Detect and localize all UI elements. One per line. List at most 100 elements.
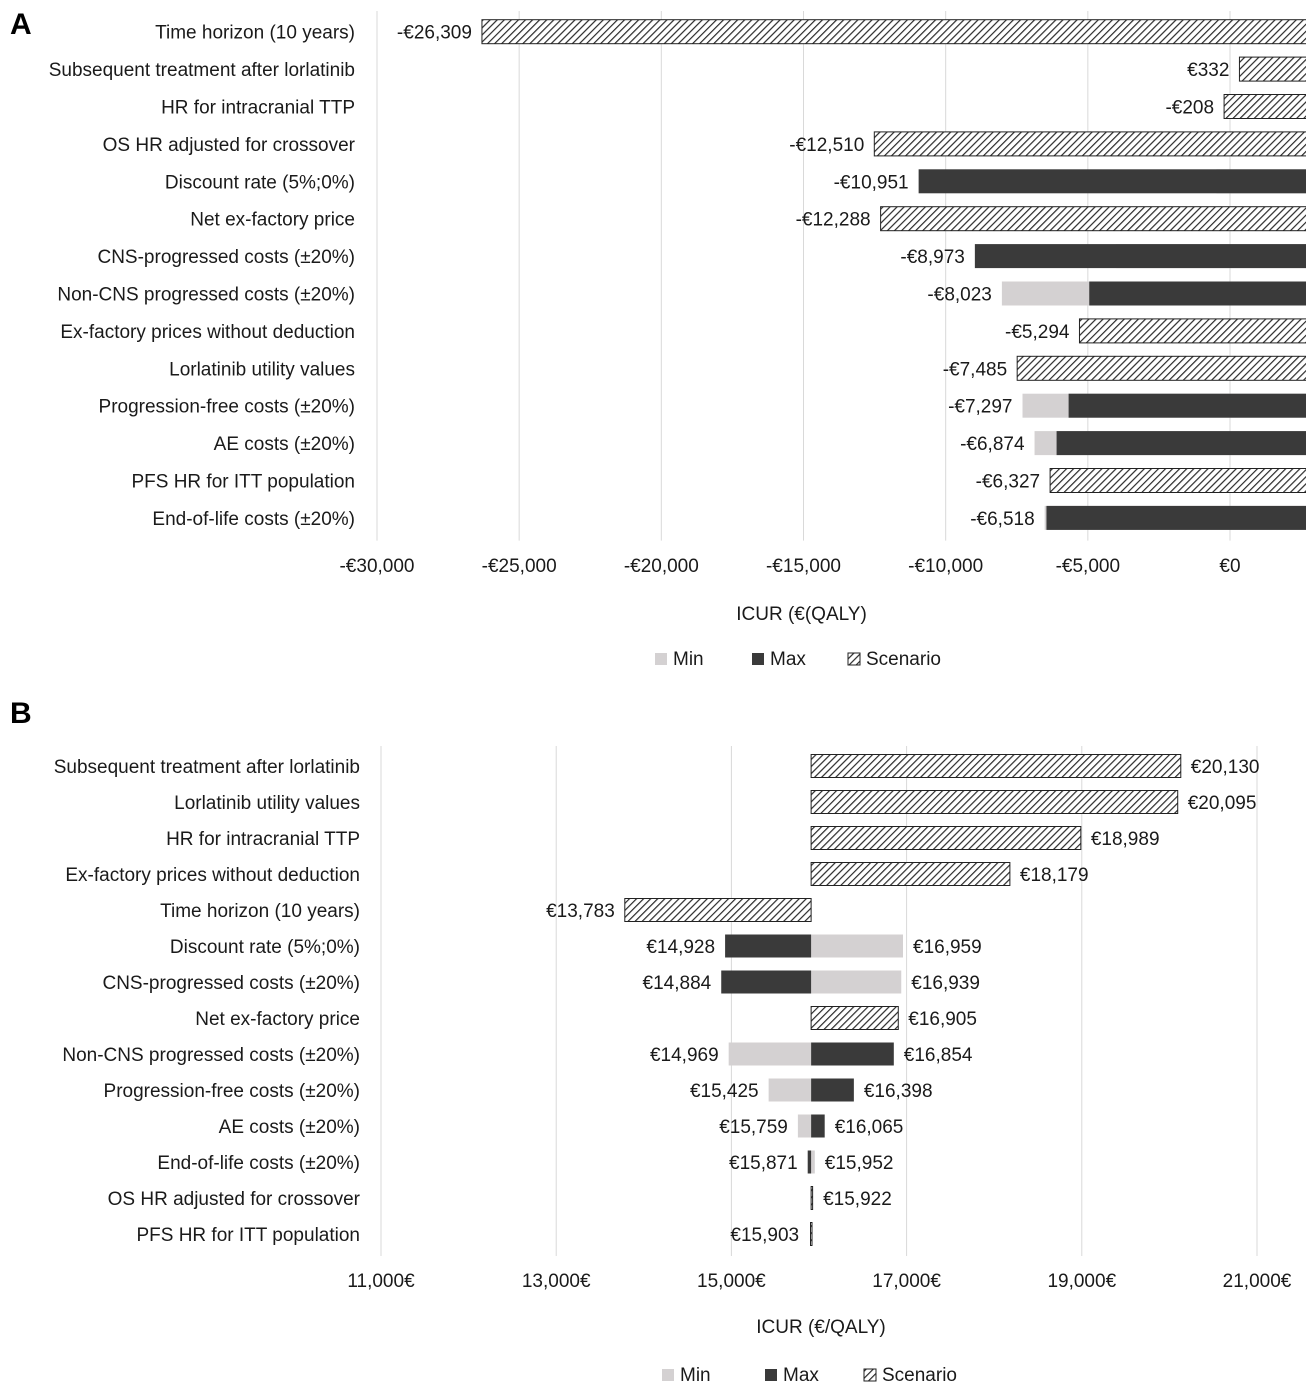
- row-label: HR for intracranial TTP: [161, 98, 355, 119]
- scenario-bar: [1016, 355, 1306, 381]
- row-label: Subsequent treatment after lorlatinib: [54, 757, 360, 778]
- row-label: Lorlatinib utility values: [174, 793, 360, 814]
- max-bar: [725, 934, 812, 958]
- x-tick-label: €0: [1219, 556, 1240, 577]
- max-value-label: €16,854: [904, 1045, 973, 1066]
- panel-b-letter: B: [10, 697, 32, 730]
- scenario-value-label: €18,179: [1020, 865, 1089, 886]
- max-bar: [974, 244, 1306, 269]
- row-label: OS HR adjusted for crossover: [103, 135, 356, 156]
- panel-b-chart: 11,000€ 13,000€ 15,000€ 17,000€ 19,000€ 21,00…: [54, 746, 1292, 1384]
- max-value-label: €14,884: [643, 973, 712, 994]
- max-value-label: €16,398: [864, 1081, 933, 1102]
- x-tick-label: -€10,000: [908, 556, 983, 577]
- scenario-bar: [1238, 56, 1306, 82]
- legend-swatch-max: [752, 653, 764, 665]
- row-label: Discount rate (5%;0%): [170, 937, 360, 958]
- scenario-value-label: €16,905: [908, 1009, 977, 1030]
- scenario-bar: [873, 131, 1306, 157]
- max-value-label: -€10,951: [834, 172, 909, 193]
- scenario-value-label: -€26,309: [397, 23, 472, 44]
- x-tick-label: -€25,000: [482, 556, 557, 577]
- x-tick-label: 17,000€: [872, 1271, 941, 1292]
- row-label: Discount rate (5%;0%): [165, 172, 355, 193]
- row-label: CNS-progressed costs (±20%): [102, 973, 360, 994]
- row-label: PFS HR for ITT population: [136, 1225, 360, 1246]
- min-bar: [811, 970, 902, 994]
- scenario-bar: [810, 862, 1011, 886]
- max-bar: [918, 169, 1306, 194]
- row-label: Net ex-factory price: [195, 1009, 360, 1030]
- max-bar: [811, 1078, 854, 1102]
- scenario-bar: [1049, 468, 1306, 493]
- max-value-label: -€8,973: [900, 247, 964, 268]
- scenario-value-label: €15,922: [823, 1189, 892, 1210]
- legend-label-max: Max: [783, 1365, 819, 1384]
- max-bar: [721, 970, 812, 994]
- x-axis-title: ICUR (€/QALY): [756, 1317, 886, 1338]
- scenario-bar: [880, 206, 1306, 232]
- x-tick-label: 19,000€: [1047, 1271, 1116, 1292]
- min-bar: [797, 1114, 812, 1138]
- min-value-label: -€7,297: [948, 397, 1012, 418]
- min-value-label: €16,939: [911, 973, 980, 994]
- scenario-value-label: €18,989: [1091, 829, 1160, 850]
- min-value-label: €16,959: [913, 937, 982, 958]
- legend-swatch-min: [655, 653, 667, 665]
- legend-label-min: Min: [673, 649, 704, 670]
- scenario-value-label: -€12,288: [796, 210, 871, 231]
- scenario-value-label: -€7,485: [943, 359, 1007, 380]
- row-label: Non-CNS progressed costs (±20%): [62, 1045, 360, 1066]
- legend-swatch-max: [765, 1369, 777, 1381]
- scenario-value-label: -€5,294: [1005, 322, 1070, 343]
- x-tick-label: 11,000€: [347, 1271, 415, 1292]
- x-tick-label: 21,000€: [1223, 1271, 1292, 1292]
- scenario-bar: [1078, 318, 1306, 344]
- legend-swatch-min: [662, 1369, 674, 1381]
- scenario-value-label: €20,130: [1191, 757, 1260, 778]
- scenario-value-label: €20,095: [1188, 793, 1257, 814]
- max-bar: [1046, 505, 1306, 530]
- legend-label-max: Max: [770, 649, 806, 670]
- min-bar: [768, 1078, 812, 1102]
- x-axis-title: ICUR (€(QALY): [736, 604, 867, 625]
- scenario-bar: [810, 754, 1182, 778]
- legend-label-min: Min: [680, 1365, 711, 1384]
- scenario-value-label: -€12,510: [789, 135, 864, 156]
- legend-swatch-scenario: [863, 1368, 877, 1382]
- scenario-bar: [810, 1186, 814, 1210]
- scenario-value-label: €332: [1187, 60, 1229, 81]
- row-label: HR for intracranial TTP: [166, 829, 360, 850]
- min-value-label: €14,969: [650, 1045, 719, 1066]
- min-value-label: €15,759: [719, 1117, 788, 1138]
- scenario-bar: [481, 19, 1306, 45]
- legend-swatch-scenario: [847, 652, 861, 666]
- max-bar: [811, 1042, 894, 1066]
- row-label: CNS-progressed costs (±20%): [97, 247, 355, 268]
- row-label: OS HR adjusted for crossover: [108, 1189, 361, 1210]
- row-label: Time horizon (10 years): [155, 23, 355, 44]
- max-value-label: €14,928: [646, 937, 715, 958]
- max-bar: [1089, 281, 1306, 306]
- max-value-label: €16,065: [835, 1117, 904, 1138]
- x-tick-label: -€30,000: [339, 556, 414, 577]
- scenario-value-label: -€208: [1165, 98, 1214, 119]
- legend-label-scenario: Scenario: [882, 1365, 957, 1384]
- row-label: End-of-life costs (±20%): [152, 509, 355, 530]
- max-value-label: €15,871: [729, 1153, 798, 1174]
- row-label: Ex-factory prices without deduction: [60, 322, 355, 343]
- row-label: Progression-free costs (±20%): [104, 1081, 360, 1102]
- min-value-label: €15,952: [825, 1153, 894, 1174]
- max-bar: [1068, 393, 1306, 418]
- row-label: Lorlatinib utility values: [169, 359, 355, 380]
- min-bar: [728, 1042, 812, 1066]
- row-label: Net ex-factory price: [190, 210, 355, 231]
- x-tick-label: 13,000€: [522, 1271, 591, 1292]
- min-value-label: -€8,023: [927, 285, 991, 306]
- max-bar: [807, 1150, 812, 1174]
- x-tick-label: -€15,000: [766, 556, 841, 577]
- panel-a-chart: -€30,000 -€25,000 -€20,000 -€15,000 -€10,000…: [49, 11, 1306, 670]
- x-tick-label: 15,000€: [697, 1271, 766, 1292]
- row-label: AE costs (±20%): [214, 434, 355, 455]
